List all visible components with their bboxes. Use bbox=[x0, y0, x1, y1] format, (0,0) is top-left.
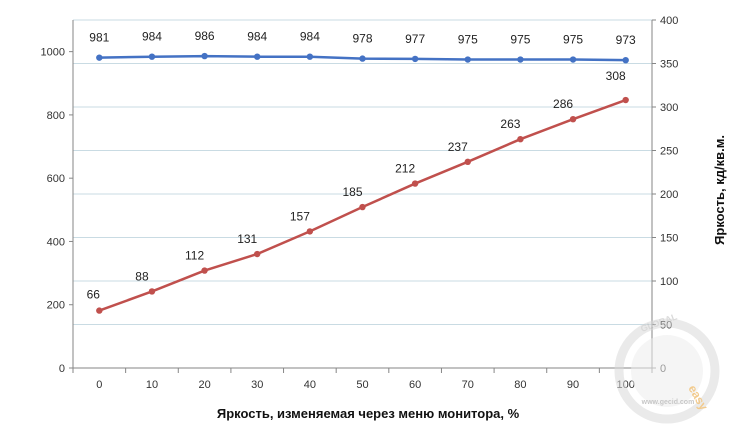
y2-tick-label: 350 bbox=[660, 59, 678, 71]
y2-tick-label: 250 bbox=[660, 146, 678, 158]
y-tick-label: 800 bbox=[47, 110, 65, 122]
data-label: 237 bbox=[448, 140, 468, 154]
data-point bbox=[464, 56, 471, 63]
x-axis-title: Яркость, изменяемая через меню монитора,… bbox=[217, 406, 520, 421]
logo-url: www.gecid.com bbox=[641, 399, 695, 406]
y-tick-label: 1000 bbox=[41, 47, 65, 59]
data-point bbox=[148, 288, 156, 295]
data-label: 977 bbox=[405, 32, 425, 46]
data-label: 185 bbox=[342, 185, 362, 199]
data-point bbox=[201, 52, 208, 60]
axes: 0 200 400 600 800 1000 0 50 100 150 200 250 300 350 40… bbox=[41, 15, 679, 391]
x-tick-label: 90 bbox=[567, 379, 579, 391]
y2-tick-label: 400 bbox=[660, 15, 678, 27]
data-label: 157 bbox=[290, 209, 310, 223]
data-label: 975 bbox=[563, 33, 583, 47]
y2-tick-label: 200 bbox=[660, 189, 678, 201]
y-tick-label: 200 bbox=[47, 300, 65, 312]
data-label: 981 bbox=[89, 31, 109, 45]
gecid-logo: GLOBAL easy www.gecid.com bbox=[614, 311, 720, 424]
data-label: 131 bbox=[237, 232, 257, 246]
x-tick-label: 60 bbox=[409, 379, 421, 391]
x-tick-label: 0 bbox=[96, 379, 102, 391]
data-point bbox=[96, 54, 103, 61]
y2-tick-label: 300 bbox=[660, 102, 678, 114]
data-label: 978 bbox=[352, 32, 372, 46]
data-point bbox=[517, 56, 524, 63]
data-point bbox=[254, 53, 261, 60]
data-point bbox=[517, 135, 524, 143]
x-tick-label: 30 bbox=[251, 379, 263, 391]
data-point bbox=[569, 115, 577, 123]
logo-disc bbox=[631, 335, 703, 407]
data-point bbox=[359, 203, 366, 211]
x-tick-label: 80 bbox=[514, 379, 526, 391]
data-label: 308 bbox=[606, 69, 626, 83]
x-tick-label: 10 bbox=[146, 379, 158, 391]
data-label: 984 bbox=[247, 30, 267, 44]
y-tick-label: 0 bbox=[59, 363, 65, 375]
data-point bbox=[464, 158, 471, 166]
data-point bbox=[306, 53, 314, 60]
data-point bbox=[411, 55, 419, 63]
data-label: 986 bbox=[195, 29, 215, 43]
x-tick-label: 70 bbox=[462, 379, 474, 391]
data-label: 66 bbox=[87, 288, 101, 302]
y2-axis-title: Яркость, кд/кв.м. bbox=[712, 135, 727, 245]
data-label: 263 bbox=[500, 117, 520, 131]
data-label: 975 bbox=[458, 33, 478, 47]
data-point bbox=[411, 180, 419, 187]
data-label: 984 bbox=[142, 30, 162, 44]
data-label: 984 bbox=[300, 30, 320, 44]
data-label: 112 bbox=[185, 249, 204, 263]
data-point bbox=[148, 53, 156, 60]
y-tick-label: 600 bbox=[47, 173, 65, 185]
y-tick-label: 400 bbox=[47, 236, 65, 248]
data-label: 975 bbox=[510, 33, 530, 47]
x-tick-label: 40 bbox=[304, 379, 316, 391]
data-point bbox=[306, 228, 314, 235]
data-point bbox=[359, 55, 366, 62]
data-point bbox=[622, 56, 629, 64]
data-label: 973 bbox=[616, 33, 636, 47]
y2-tick-label: 100 bbox=[660, 276, 678, 288]
data-point bbox=[622, 96, 629, 104]
data-point bbox=[254, 250, 261, 258]
x-tick-label: 50 bbox=[356, 379, 368, 391]
data-label: 88 bbox=[135, 269, 149, 283]
data-point bbox=[569, 56, 577, 63]
series-layer bbox=[96, 52, 629, 314]
grid bbox=[73, 19, 652, 325]
y2-tick-label: 150 bbox=[660, 233, 678, 245]
logo-ring bbox=[614, 318, 720, 424]
data-label: 286 bbox=[553, 97, 573, 111]
data-point bbox=[96, 307, 103, 314]
x-tick-label: 20 bbox=[198, 379, 210, 391]
data-label: 212 bbox=[395, 162, 415, 176]
data-point bbox=[201, 267, 208, 274]
data-labels: 981 984 986 984 984 978 977 975 975 975 973 66 88 112… bbox=[87, 29, 636, 302]
